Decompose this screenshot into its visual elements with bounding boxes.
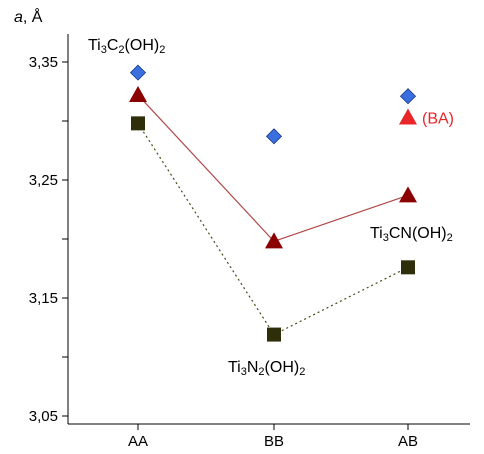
y-axis-label: a, Å [14,7,43,26]
x-categories: AA BB AB [128,424,418,450]
series-label: Ti3C2(OH)2 [88,37,165,56]
axes [67,34,470,425]
series-markers [129,64,417,342]
y-tick-label: 3,15 [29,290,58,307]
annotations: Ti3C2(OH)2 Ti3CN(OH)2 Ti3N2(OH)2 (BA) [88,37,454,378]
series-label: Ti3CN(OH)2 [370,225,453,244]
data-point-triangle [129,86,147,103]
data-point-diamond [129,64,147,81]
y-ticks: 3,35 3,25 3,15 3,05 [29,54,68,425]
data-point-diamond [399,88,417,105]
data-point-ba [399,108,417,125]
data-point-square [131,116,145,131]
series-label: Ti3N2(OH)2 [228,359,305,378]
series-line [137,94,409,243]
y-tick-label: 3,25 [29,172,58,189]
data-point-square [401,260,415,275]
data-point-diamond [265,128,283,145]
x-tick-label: BB [264,433,284,450]
data-point-square [267,327,281,342]
x-tick-label: AB [398,433,418,450]
ba-label: (BA) [422,110,454,127]
series-line [137,123,409,336]
x-tick-label: AA [128,433,148,450]
y-tick-label: 3,05 [29,408,58,425]
data-point-triangle [399,186,417,203]
data-point-triangle [265,232,283,249]
y-tick-label: 3,35 [29,54,58,71]
